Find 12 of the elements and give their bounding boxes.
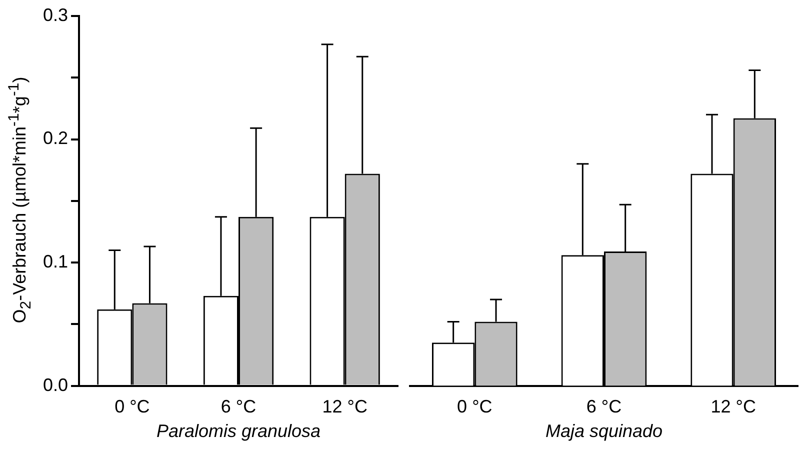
y-tick-label: 0.0 <box>42 374 68 395</box>
y-tick-label: 0.1 <box>42 252 68 272</box>
y-tick-label: 0.2 <box>42 128 68 148</box>
y-tick-label: 0.3 <box>42 4 68 25</box>
x-tick-label: 0 °C <box>457 396 492 417</box>
x-tick-label: 6 °C <box>586 396 622 417</box>
x-axis-title: Paralomis granulosa <box>156 421 321 442</box>
x-tick-label: 12 °C <box>322 396 368 417</box>
x-tick-label: 0 °C <box>114 396 150 417</box>
x-tick-label: 12 °C <box>710 396 756 417</box>
x-axis-title: Maja squinado <box>545 421 663 442</box>
x-tick-label: 6 °C <box>220 396 256 417</box>
